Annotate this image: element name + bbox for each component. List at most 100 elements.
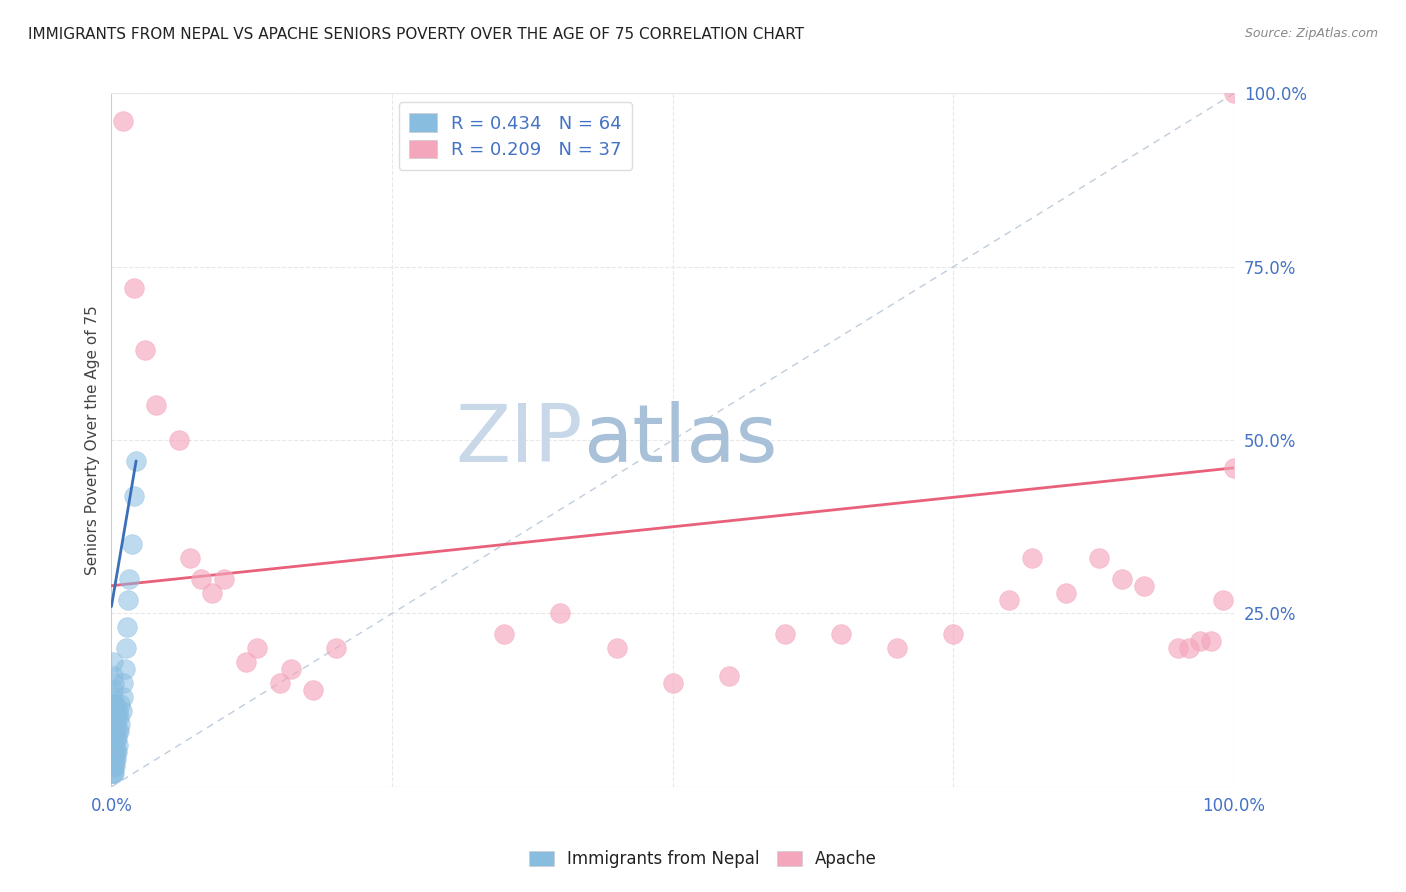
Text: Source: ZipAtlas.com: Source: ZipAtlas.com [1244, 27, 1378, 40]
Point [606, 641, 628, 656]
Point [104, 752, 127, 766]
Point [1189, 634, 1212, 648]
Point [110, 704, 132, 718]
Point [101, 704, 124, 718]
Point [111, 675, 134, 690]
Point [101, 745, 124, 759]
Point [108, 724, 131, 739]
Point [717, 669, 740, 683]
Point [212, 572, 235, 586]
Point [105, 731, 128, 746]
Point [104, 724, 127, 739]
Point [942, 627, 965, 641]
Point [101, 759, 124, 773]
Point [101, 724, 124, 739]
Point [103, 724, 125, 739]
Point [107, 704, 129, 718]
Point [104, 759, 127, 773]
Legend: R = 0.434   N = 64, R = 0.209   N = 37: R = 0.434 N = 64, R = 0.209 N = 37 [399, 103, 633, 170]
Point [103, 766, 125, 780]
Point [101, 724, 124, 739]
Point [494, 627, 516, 641]
Point [104, 745, 127, 759]
Point [101, 655, 124, 669]
Point [101, 752, 124, 766]
Point [1223, 87, 1246, 101]
Text: ZIP: ZIP [456, 401, 583, 479]
Point [1178, 641, 1201, 656]
Point [1054, 585, 1077, 599]
Point [1088, 551, 1111, 566]
Point [179, 551, 201, 566]
Point [121, 537, 143, 551]
Point [167, 433, 190, 447]
Y-axis label: Seniors Poverty Over the Age of 75: Seniors Poverty Over the Age of 75 [86, 305, 100, 575]
Point [101, 669, 124, 683]
Point [103, 759, 125, 773]
Point [1201, 634, 1223, 648]
Point [122, 280, 145, 294]
Point [118, 572, 141, 586]
Point [830, 627, 852, 641]
Point [117, 592, 139, 607]
Point [1223, 460, 1246, 475]
Point [107, 738, 129, 752]
Point [302, 682, 325, 697]
Point [101, 766, 124, 780]
Point [104, 745, 127, 759]
Point [103, 738, 125, 752]
Point [1133, 579, 1156, 593]
Point [105, 745, 128, 759]
Point [104, 710, 127, 724]
Point [325, 641, 347, 656]
Point [110, 717, 132, 731]
Point [104, 704, 127, 718]
Point [104, 731, 127, 746]
Point [104, 697, 127, 711]
Point [1212, 592, 1234, 607]
Point [1111, 572, 1133, 586]
Legend: Immigrants from Nepal, Apache: Immigrants from Nepal, Apache [523, 844, 883, 875]
Point [101, 697, 124, 711]
Point [111, 690, 134, 704]
Point [1167, 641, 1189, 656]
Point [101, 766, 124, 780]
Point [104, 738, 127, 752]
Point [145, 399, 167, 413]
Point [108, 710, 131, 724]
Point [110, 697, 132, 711]
Point [998, 592, 1021, 607]
Point [114, 662, 136, 676]
Point [201, 585, 224, 599]
Point [101, 759, 124, 773]
Point [103, 710, 125, 724]
Point [246, 641, 269, 656]
Point [111, 114, 134, 128]
Point [101, 682, 124, 697]
Point [280, 662, 302, 676]
Point [1021, 551, 1043, 566]
Text: atlas: atlas [583, 401, 778, 479]
Point [134, 343, 156, 357]
Point [115, 641, 138, 656]
Point [101, 690, 124, 704]
Point [104, 752, 127, 766]
Point [269, 675, 291, 690]
Text: IMMIGRANTS FROM NEPAL VS APACHE SENIORS POVERTY OVER THE AGE OF 75 CORRELATION C: IMMIGRANTS FROM NEPAL VS APACHE SENIORS … [28, 27, 804, 42]
Point [103, 745, 125, 759]
Point [101, 731, 124, 746]
Point [101, 745, 124, 759]
Point [886, 641, 908, 656]
Point [103, 752, 125, 766]
Point [122, 489, 145, 503]
Point [101, 738, 124, 752]
Point [103, 731, 125, 746]
Point [101, 717, 124, 731]
Point [773, 627, 796, 641]
Point [103, 697, 125, 711]
Point [107, 724, 129, 739]
Point [105, 710, 128, 724]
Point [101, 752, 124, 766]
Point [104, 717, 127, 731]
Point [235, 655, 257, 669]
